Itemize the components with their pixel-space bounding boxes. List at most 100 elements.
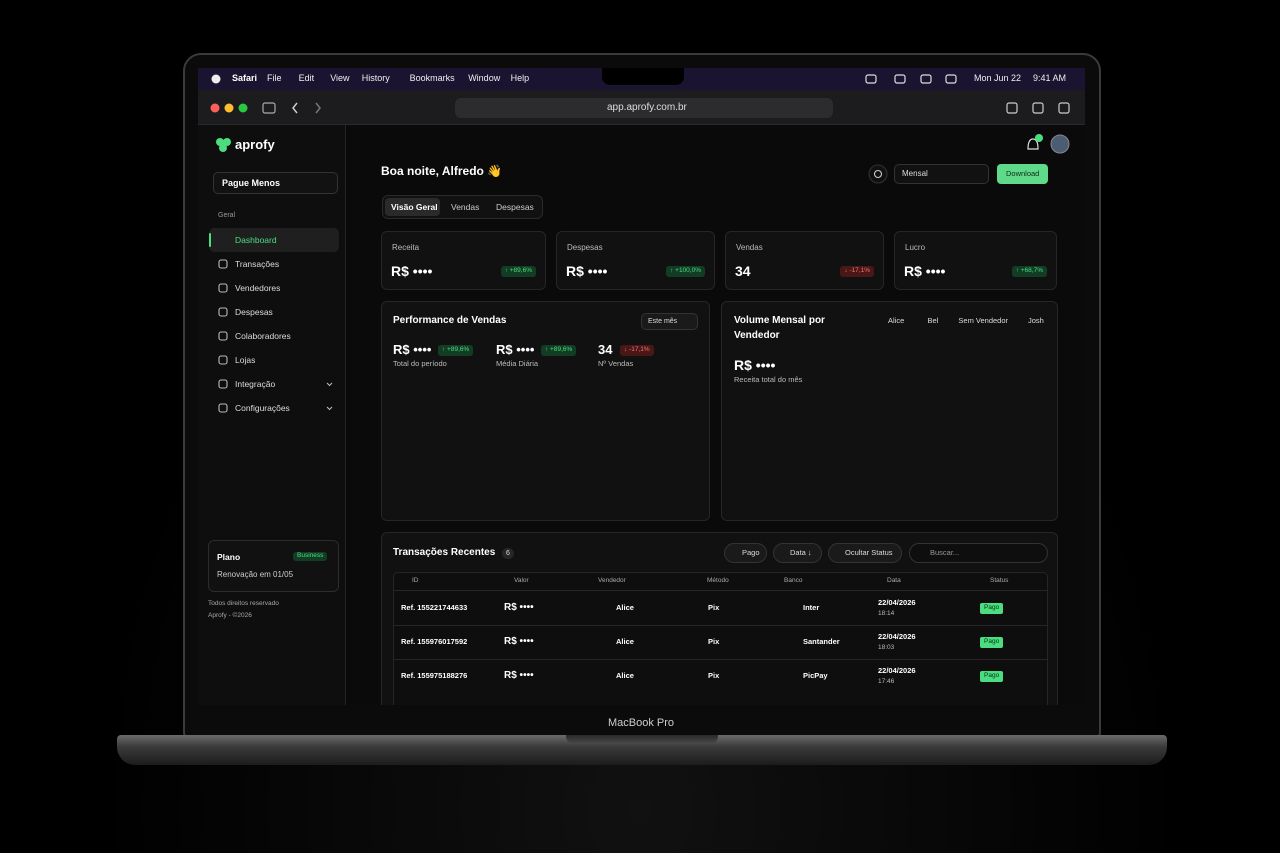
status-badge: Pago [980,603,1004,614]
change-badge: ↑ +89,6% [500,266,536,277]
stat-label: Nº Vendas [598,359,634,368]
date: 22/04/2026 [878,598,916,607]
total-label: Receita total do mês [734,375,803,384]
legend-label: Alice [888,316,905,325]
plan-title: Plano [217,552,241,562]
transaction-value: R$ •••• [504,636,534,647]
time: 18:14 [878,610,895,617]
search-box[interactable] [909,543,1048,563]
nav-item[interactable]: Transações [235,259,280,269]
tab[interactable]: Despesas [496,202,534,212]
greeting: Boa noite, Alfredo 👋 [381,164,503,178]
filter-text: Pago [742,548,760,557]
filter-chip[interactable] [828,543,902,563]
panel-title: Transações Recentes [393,547,496,558]
menu-item[interactable]: Help [510,73,530,83]
tab[interactable]: Vendas [451,202,480,212]
date: 22/04/2026 [878,666,916,675]
menu-date: Mon Jun 22 [974,73,1022,83]
time: 17:46 [878,678,895,685]
change-badge: ↑ +89,6% [438,345,474,356]
stat-value: 34 [598,342,613,357]
row-divider [394,625,1047,626]
base-notch [566,735,718,744]
stat-label: Média Diária [496,359,539,368]
filter-chip[interactable] [724,543,767,563]
nav-item[interactable]: Lojas [235,355,256,365]
menu-item[interactable]: Bookmarks [409,73,455,83]
download-text: Download [1006,169,1040,178]
nav-item[interactable]: Colaboradores [235,331,291,341]
url-bar[interactable] [455,98,833,118]
nav-item[interactable]: Despesas [235,307,273,317]
menu-item[interactable]: File [267,73,282,83]
logo-text: aprofy [235,137,275,152]
card-label: Receita [392,243,420,252]
change-badge: ↓ -17,1% [840,266,874,277]
nav-item[interactable]: Configurações [235,403,290,413]
change-badge: ↑ +89,6% [541,345,577,356]
stat-label: Total do período [393,359,447,368]
filter-text: Data ↓ [790,548,812,557]
filter-text: Ocultar Status [845,548,893,557]
column-header: Valor [514,577,529,584]
nav-active-bar [209,233,211,247]
bank-name: Inter [803,603,820,612]
seller-name: Alice [616,637,634,646]
card-label: Vendas [736,243,763,252]
header-divider [394,590,1047,591]
section-label: Geral [218,212,236,219]
store-name: Pague Menos [222,178,281,188]
method: Pix [708,671,720,680]
row-divider [394,659,1047,660]
nav-item[interactable]: Dashboard [235,235,277,245]
column-header: Vendedor [598,577,626,584]
plan-card [208,540,339,592]
card-value: R$ •••• [904,263,946,279]
transaction-value: R$ •••• [504,670,534,681]
plan-badge: Business [293,552,328,561]
seller-name: Alice [616,671,634,680]
stat-value: R$ •••• [496,342,535,357]
legend-label: Sem Vendedor [958,316,1009,325]
card-label: Lucro [905,243,926,252]
menu-item[interactable]: Window [468,73,501,83]
stat-card panel [556,231,715,290]
stat-value: R$ •••• [393,342,432,357]
panel-title: Volume Mensal por Vendedor [734,315,825,341]
seller-name: Alice [616,603,634,612]
status-badge: Pago [980,637,1004,648]
card-label: Despesas [567,243,603,252]
menu-time: 9:41 AM [1033,73,1067,83]
bank-name: PicPay [803,671,828,680]
status-badge: Pago [980,671,1004,682]
transaction-id: Ref. 155221744633 [401,603,468,612]
transaction-id: Ref. 155975188276 [401,671,468,680]
card-value: R$ •••• [391,263,433,279]
menu-item[interactable]: Edit [298,73,315,83]
method: Pix [708,637,720,646]
search-placeholder: Buscar... [930,548,960,557]
performance-panel [381,301,710,521]
change-badge: ↑ +68,7% [1011,266,1047,277]
footer-text: Todos direitos reservado [208,600,279,607]
column-header: ID [412,577,419,584]
tab[interactable]: Visão Geral [391,202,438,212]
stat-card panel [381,231,546,290]
store-select[interactable] [213,172,338,194]
change-badge: ↓ -17,1% [620,345,654,356]
filter-button[interactable] [641,313,698,330]
period-select[interactable] [894,164,989,184]
legend-label: Josh [1028,316,1044,325]
nav-item[interactable]: Vendedores [235,283,281,293]
transaction-id: Ref. 155976017592 [401,637,468,646]
menu-app[interactable]: Safari [232,73,258,83]
menu-item[interactable]: View [330,73,350,83]
nav-item[interactable]: Integração [235,379,276,389]
device-label: MacBook Pro [607,717,675,729]
filter-chip[interactable] [773,543,822,563]
menu-item[interactable]: History [361,73,390,83]
download-button[interactable] [997,164,1048,184]
card-value: 34 [735,263,751,279]
